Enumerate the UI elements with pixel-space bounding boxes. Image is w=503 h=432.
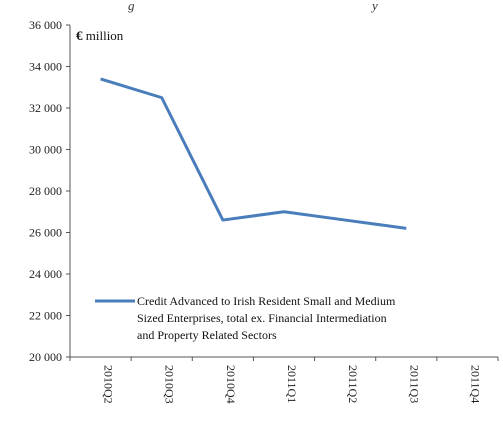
header-fragment-left: g bbox=[128, 0, 135, 13]
y-tick-label: 32 000 bbox=[29, 101, 62, 115]
y-tick-label: 20 000 bbox=[29, 350, 62, 364]
series-line bbox=[100, 77, 407, 230]
x-tick-label: 2010Q3 bbox=[163, 365, 177, 404]
x-tick-labels: 2010Q2 2010Q3 2010Q4 2011Q1 2011Q2 2011Q3 2011… bbox=[69, 357, 499, 404]
legend-line-3: and Property Related Sectors bbox=[137, 328, 277, 342]
x-axis: 2010Q2 2010Q3 2010Q4 2011Q1 2011Q2 2011Q3 2011… bbox=[69, 356, 499, 404]
y-tick-label: 30 000 bbox=[29, 143, 62, 157]
legend-line-1: Credit Advanced to Irish Resident Small … bbox=[137, 294, 396, 308]
header-fragment-right: y bbox=[370, 0, 378, 13]
y-tick-label: 34 000 bbox=[29, 60, 62, 74]
x-tick-label: 2010Q4 bbox=[224, 365, 238, 404]
x-tick-label: 2011Q3 bbox=[407, 365, 421, 403]
y-tick-label: 22 000 bbox=[29, 309, 62, 323]
unit-label: € million bbox=[76, 28, 124, 43]
x-tick-label: 2011Q1 bbox=[285, 365, 299, 403]
y-tick-label: 36 000 bbox=[29, 18, 62, 32]
y-tick-label: 28 000 bbox=[29, 184, 62, 198]
unit-euro-sign: € bbox=[76, 28, 83, 43]
x-tick-label: 2011Q2 bbox=[346, 365, 360, 403]
legend-line-2: Sized Enterprises, total ex. Financial I… bbox=[137, 311, 387, 325]
y-tick-label: 24 000 bbox=[29, 267, 62, 281]
series-lines bbox=[100, 77, 407, 230]
x-tick-label: 2010Q2 bbox=[102, 365, 116, 404]
legend: Credit Advanced to Irish Resident Small … bbox=[95, 294, 396, 342]
unit-word: million bbox=[83, 28, 124, 43]
x-tick-label: 2011Q4 bbox=[468, 365, 482, 403]
y-tick-labels: 20 000 22 000 24 000 26 000 28 000 30 000 32 0… bbox=[29, 18, 70, 364]
y-axis: 20 000 22 000 24 000 26 000 28 000 30 000 32 0… bbox=[29, 18, 71, 364]
y-tick-label: 26 000 bbox=[29, 226, 62, 240]
